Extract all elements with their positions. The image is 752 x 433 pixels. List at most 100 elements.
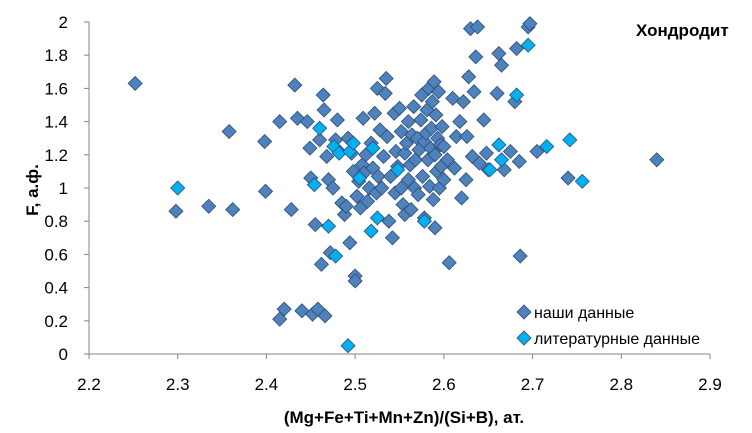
data-point: [127, 75, 143, 91]
data-point: [415, 168, 431, 184]
data-point: [370, 168, 386, 184]
data-point: [317, 308, 333, 324]
x-tick-label: 2.5: [343, 375, 367, 394]
data-point: [424, 94, 440, 110]
data-point: [425, 192, 441, 208]
data-point: [316, 102, 332, 118]
data-point: [287, 77, 303, 93]
y-tick-label: 1.6: [44, 79, 68, 98]
legend-marker-our-data: [516, 304, 532, 320]
data-point: [458, 172, 474, 188]
data-point: [320, 218, 337, 234]
data-point: [511, 153, 527, 170]
data-point: [522, 16, 538, 32]
data-point: [329, 112, 345, 128]
legend-marker: [516, 330, 532, 346]
y-axis-title: F, а.ф.: [23, 164, 42, 216]
legend-marker: [516, 304, 532, 320]
x-axis-title: (Mg+Fe+Ti+Mn+Zn)/(Si+B), ат.: [284, 408, 524, 427]
data-point: [342, 235, 358, 251]
data-point: [470, 19, 486, 35]
data-point: [406, 99, 422, 115]
data-point: [439, 152, 455, 168]
data-point: [384, 230, 400, 246]
data-point: [649, 152, 665, 168]
data-point: [299, 114, 315, 130]
data-point: [454, 190, 470, 206]
data-point: [403, 202, 419, 218]
data-point: [359, 193, 376, 209]
x-tick-label: 2.2: [77, 375, 101, 394]
data-point: [369, 210, 385, 226]
data-point: [428, 107, 444, 123]
data-point: [391, 100, 408, 116]
data-point: [378, 70, 394, 87]
x-tick-label: 2.9: [698, 375, 722, 394]
data-point: [365, 140, 381, 156]
data-point: [221, 123, 237, 140]
data-point: [413, 112, 429, 128]
y-tick-label: 1.8: [44, 46, 68, 65]
data-point: [441, 255, 457, 271]
data-point: [313, 256, 329, 272]
data-point: [315, 87, 331, 103]
data-point: [201, 198, 217, 214]
data-point: [539, 138, 555, 155]
y-tick-label: 0: [59, 345, 68, 364]
series-literature-data: [170, 37, 590, 354]
data-point: [375, 148, 392, 165]
data-point: [283, 202, 299, 218]
data-point: [347, 273, 363, 289]
data-point: [478, 145, 495, 161]
x-tick-label: 2.4: [255, 375, 279, 394]
data-point: [422, 178, 438, 194]
data-point: [319, 148, 335, 165]
data-point: [367, 105, 383, 121]
data-point: [562, 132, 578, 148]
data-point: [397, 145, 413, 161]
data-point: [427, 147, 443, 163]
y-tick-label: 1: [59, 179, 68, 198]
data-point: [468, 49, 484, 65]
data-point: [455, 94, 471, 110]
x-axis-ticks: 2.2 2.3 2.4 2.5 2.6 2.7 2.8 2.9: [77, 354, 722, 394]
x-tick-label: 2.8: [609, 375, 633, 394]
data-point: [512, 248, 528, 264]
data-point: [509, 40, 525, 57]
data-point: [427, 220, 443, 236]
data-point: [489, 85, 505, 101]
y-tick-label: 0.8: [44, 212, 68, 231]
plot-area: 0 0.2 0.4 0.6 0.8 1 1.2 1.4 1.6 1.8 2 2.2 2.3 2.4 2.5…: [44, 13, 721, 394]
data-point: [328, 248, 344, 264]
data-point: [502, 143, 518, 160]
data-point: [352, 170, 368, 186]
data-point: [374, 180, 390, 196]
data-point: [471, 155, 487, 171]
y-axis-ticks: 0 0.2 0.4 0.6 0.8 1 1.2 1.4 1.6 1.8 2: [44, 13, 89, 364]
data-point: [436, 172, 452, 188]
data-point: [491, 137, 507, 153]
data-point: [306, 177, 322, 193]
data-point: [476, 112, 492, 128]
data-point: [312, 120, 328, 136]
y-tick-label: 0.4: [44, 279, 68, 298]
chart-title: Хондродит: [636, 21, 729, 40]
data-point: [482, 162, 498, 178]
data-point: [225, 202, 241, 218]
y-tick-label: 0.2: [44, 312, 68, 331]
data-point: [520, 37, 536, 53]
data-point: [307, 216, 323, 233]
data-point: [257, 133, 273, 150]
data-point: [509, 87, 525, 103]
data-point: [459, 128, 475, 145]
data-point: [363, 223, 379, 239]
data-point: [493, 152, 510, 168]
x-tick-label: 2.7: [521, 375, 545, 394]
data-point: [349, 188, 365, 204]
data-point: [446, 160, 463, 176]
data-point: [276, 301, 292, 317]
data-point: [379, 128, 395, 145]
data-point: [491, 45, 507, 62]
data-point: [257, 183, 274, 199]
